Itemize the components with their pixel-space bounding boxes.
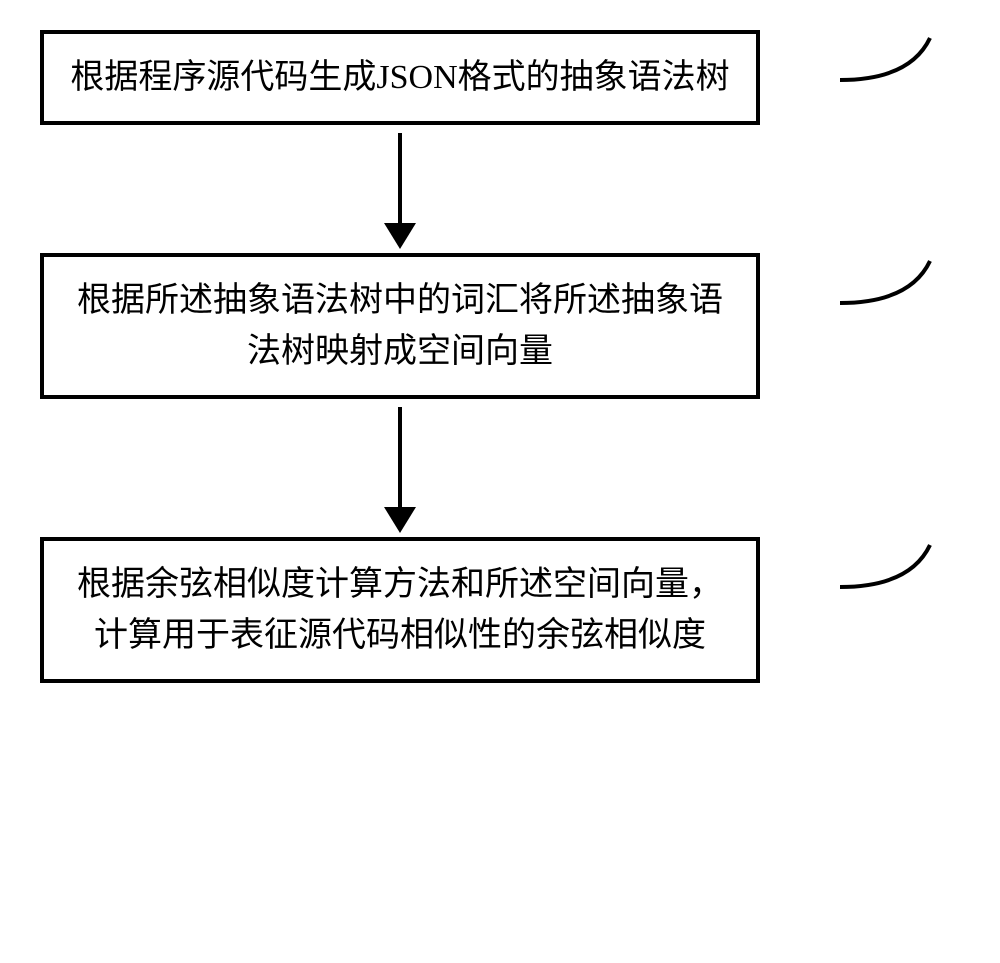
connector-s3 <box>840 537 970 597</box>
connector-s1 <box>840 30 970 90</box>
arrow-s1-s2-head <box>384 223 416 249</box>
arrow-s2-s3 <box>40 399 760 537</box>
step-s1-box: 根据程序源代码生成JSON格式的抽象语法树 <box>40 30 760 125</box>
step-s1-text: 根据程序源代码生成JSON格式的抽象语法树 <box>70 59 729 96</box>
arrow-s2-s3-line <box>398 407 402 507</box>
step-s2-text: 根据所述抽象语法树中的词汇将所述抽象语法树映射成空间向量 <box>77 282 723 370</box>
step-s2-group: 根据所述抽象语法树中的词汇将所述抽象语法树映射成空间向量 S2 <box>40 253 960 399</box>
step-s3-text: 根据余弦相似度计算方法和所述空间向量，计算用于表征源代码相似性的余弦相似度 <box>77 566 723 654</box>
flowchart-container: 根据程序源代码生成JSON格式的抽象语法树 S1 根据所述抽象语法树中的词汇将所… <box>40 30 960 683</box>
step-s1-group: 根据程序源代码生成JSON格式的抽象语法树 S1 <box>40 30 960 125</box>
connector-s2 <box>840 253 970 313</box>
arrow-s1-s2 <box>40 125 760 253</box>
step-s2-box: 根据所述抽象语法树中的词汇将所述抽象语法树映射成空间向量 <box>40 253 760 399</box>
step-s3-box: 根据余弦相似度计算方法和所述空间向量，计算用于表征源代码相似性的余弦相似度 <box>40 537 760 683</box>
arrow-s1-s2-line <box>398 133 402 223</box>
step-s3-group: 根据余弦相似度计算方法和所述空间向量，计算用于表征源代码相似性的余弦相似度 S3 <box>40 537 960 683</box>
arrow-s2-s3-head <box>384 507 416 533</box>
